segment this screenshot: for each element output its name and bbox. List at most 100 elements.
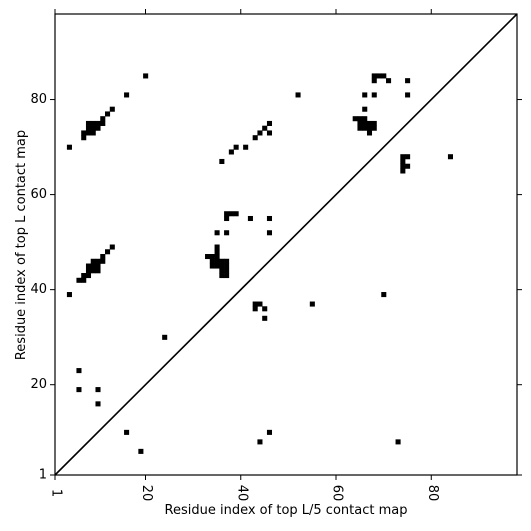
contact-cell (224, 215, 230, 222)
contact-cell (143, 73, 149, 79)
contact-cell (219, 263, 225, 269)
contact-cell (219, 268, 225, 274)
contact-cell (105, 249, 111, 255)
contact-cell (266, 230, 273, 236)
contact-cell (252, 135, 258, 141)
contact-cell (400, 168, 406, 174)
diagonal-line (54, 13, 518, 476)
contact-cell (85, 130, 92, 136)
contact-cell (228, 211, 234, 217)
contact-cell (209, 263, 215, 269)
x-tick-label: 40 (234, 485, 249, 502)
y-tick-label: 80 (30, 92, 47, 107)
contact-cell (362, 106, 368, 112)
contact-cell (400, 154, 406, 160)
contact-cell (266, 215, 273, 222)
contact-cell (90, 268, 96, 274)
x-axis-title: Residue index of top L/5 contact map (165, 503, 408, 518)
contact-cell (309, 301, 315, 307)
axis-ticks (50, 9, 522, 480)
contact-cell (214, 249, 220, 255)
tick-labels: 1 20 40 60 80 1 20 40 60 80 (30, 92, 439, 501)
contact-cell (447, 154, 453, 160)
contact-cell (100, 120, 106, 126)
contact-cell (233, 211, 239, 217)
contact-cell (386, 78, 392, 84)
contact-cell (405, 78, 411, 84)
contact-cell (85, 268, 92, 274)
contact-cell (295, 92, 301, 98)
y-tick-label: 20 (30, 377, 47, 392)
contact-cell (352, 116, 358, 122)
contact-cell (381, 292, 387, 298)
contact-cell (90, 130, 96, 136)
y-tick-label: 60 (30, 187, 47, 202)
contact-cell (371, 92, 377, 98)
contact-cell (219, 258, 225, 264)
contact-cell (262, 306, 268, 312)
contact-cell (209, 258, 215, 264)
contact-cell (395, 439, 401, 445)
contact-cell (124, 429, 130, 435)
contact-cell (90, 258, 96, 264)
contact-cell (252, 301, 258, 307)
contact-cell (95, 387, 101, 393)
contact-cell (224, 273, 230, 279)
contact-cell (257, 301, 263, 307)
contact-cell (266, 130, 273, 136)
contact-cell (400, 163, 406, 169)
contact-cell (90, 263, 96, 269)
contact-cell (214, 258, 220, 264)
contact-cell (362, 125, 368, 131)
contact-cell (233, 144, 239, 150)
contact-cell (95, 125, 101, 131)
contact-cell (405, 163, 411, 169)
contact-cell (81, 130, 87, 136)
contact-cell (400, 158, 406, 164)
contact-cells (66, 73, 453, 454)
contact-cell (357, 125, 363, 131)
contact-cell (224, 211, 230, 217)
contact-cell (76, 277, 82, 283)
contact-cell (357, 120, 363, 126)
contact-cell (366, 125, 373, 131)
contact-cell (219, 158, 225, 164)
contact-cell (362, 116, 368, 122)
contact-cell (109, 106, 115, 112)
contact-cell (224, 258, 230, 264)
contact-cell (362, 92, 368, 98)
contact-cell (100, 254, 106, 260)
contact-cell (95, 258, 101, 264)
contact-cell (85, 263, 92, 269)
contact-cell (66, 144, 72, 150)
contact-cell (376, 73, 382, 79)
contact-cell (381, 73, 387, 79)
contact-cell (85, 125, 92, 131)
contact-cell (85, 273, 92, 279)
contact-cell (66, 292, 72, 298)
contact-cell (90, 125, 96, 131)
contact-cell (81, 277, 87, 283)
contact-cell (90, 120, 96, 126)
contact-cell (205, 254, 211, 260)
contact-cell (124, 92, 130, 98)
contact-cell (243, 144, 249, 150)
contact-cell (224, 230, 230, 236)
contact-cell (95, 120, 101, 126)
contact-cell (371, 78, 377, 84)
contact-cell (209, 254, 215, 260)
contact-cell (405, 154, 411, 160)
contact-cell (95, 263, 101, 269)
x-tick-label: 80 (425, 485, 440, 502)
contact-cell (224, 268, 230, 274)
contact-cell (266, 429, 273, 435)
contact-cell (95, 401, 101, 407)
contact-cell (214, 263, 220, 269)
contact-cell (224, 263, 230, 269)
contact-cell (76, 387, 82, 393)
contact-cell (219, 273, 225, 279)
contact-cell (257, 439, 263, 445)
contact-cell (85, 120, 92, 126)
contact-cell (214, 254, 220, 260)
contact-cell (214, 244, 220, 250)
